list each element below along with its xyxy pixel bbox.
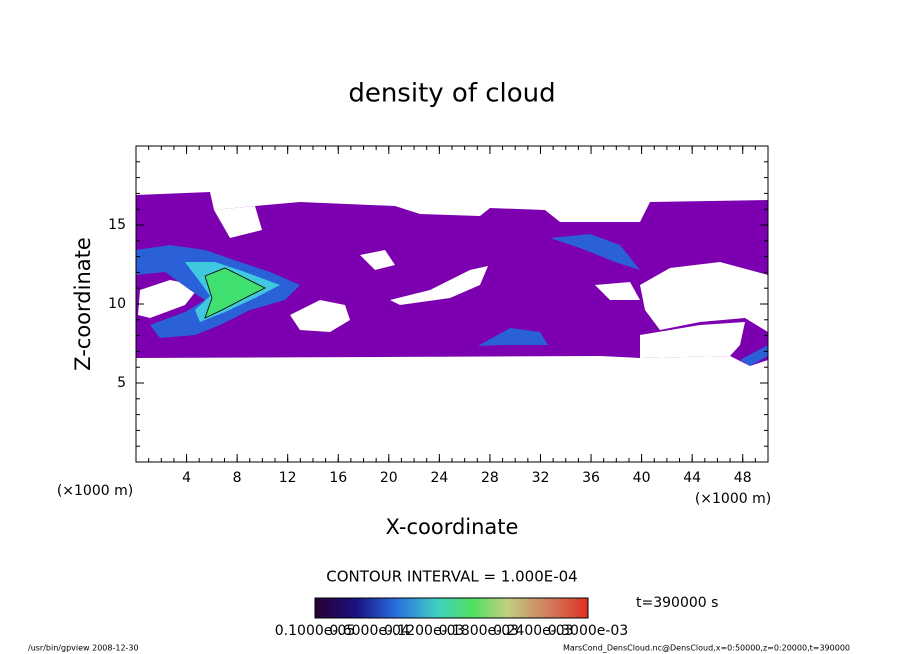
contour-interval: CONTOUR INTERVAL = 1.000E-04 — [326, 568, 577, 586]
x-tick-label: 24 — [430, 470, 448, 486]
cloud-gap — [214, 206, 262, 238]
time-label: t=390000 s — [636, 595, 718, 611]
footer-left: /usr/bin/gpview 2008-12-30 — [28, 644, 139, 653]
cloud-gap — [640, 322, 745, 358]
x-tick-label: 40 — [633, 470, 651, 486]
x-tick-label: 16 — [329, 470, 347, 486]
x-tick-label: 44 — [683, 470, 701, 486]
x-tick-label: 8 — [233, 470, 242, 486]
x-tick-label: 36 — [582, 470, 600, 486]
cloud-gap — [290, 300, 350, 332]
colorbar-label: 0.1000e-05 — [275, 623, 355, 639]
x-tick-label: 20 — [380, 470, 398, 486]
x-tick-label: 28 — [481, 470, 499, 486]
cloud-gap — [640, 262, 768, 332]
x-tick-label: 12 — [279, 470, 297, 486]
cloud-gap — [595, 282, 640, 300]
colorbar-label: 0.1800e-03 — [439, 623, 519, 639]
x-unit-label: (×1000 m) — [57, 483, 133, 499]
contour-field — [136, 192, 768, 366]
x-tick-label: 32 — [532, 470, 550, 486]
cloud-gap — [390, 266, 488, 305]
cloud-gap — [360, 250, 395, 270]
x-unit-label: (×1000 m) — [695, 491, 771, 507]
colorbar-label: 0.3000e-03 — [548, 623, 628, 639]
cloud-densest — [204, 267, 266, 319]
cloud-gap — [138, 280, 200, 318]
colorbar — [314, 597, 589, 619]
colorbar-label: 0.2400e-03 — [493, 623, 573, 639]
x-axis-label: X-coordinate — [386, 515, 519, 539]
cloud-dense — [550, 234, 640, 270]
colorbar-label: 0.6000e-04 — [329, 623, 410, 639]
y-tick-label: 10 — [108, 296, 126, 312]
x-tick-label: 4 — [182, 470, 191, 486]
cloud-dense — [740, 345, 768, 366]
y-axis-label: Z-coordinate — [71, 237, 95, 371]
x-tick-label: 48 — [734, 470, 752, 486]
y-tick-label: 5 — [117, 375, 126, 391]
colorbar-label: 0.1200e-03 — [384, 623, 464, 639]
cloud-dense — [478, 328, 548, 346]
y-tick-label: 15 — [108, 217, 126, 233]
chart-title: density of cloud — [348, 79, 555, 109]
footer-right: MarsCond_DensCloud.nc@DensCloud,x=0:5000… — [563, 644, 850, 653]
